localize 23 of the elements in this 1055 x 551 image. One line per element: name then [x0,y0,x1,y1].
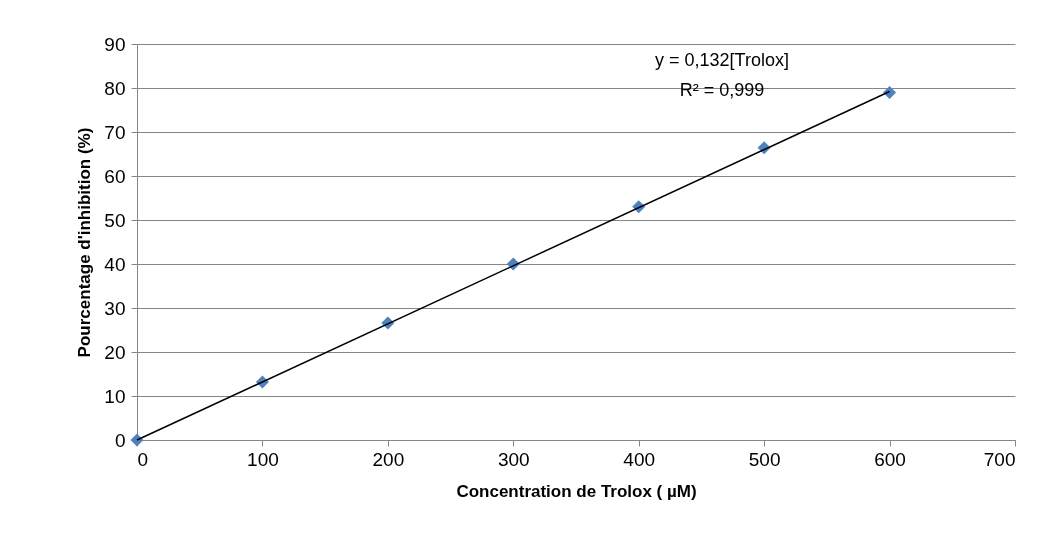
x-tick-label: 700 [983,448,1016,470]
y-tick-label: 60 [104,165,126,187]
x-tick-label: 500 [748,448,781,470]
y-tick-label: 80 [104,77,126,99]
x-tick-label: 100 [247,448,279,470]
y-tick-label: 90 [104,33,126,55]
y-tick-label: 30 [104,297,126,319]
x-tick-label: 0 [137,448,149,470]
annotation: y = 0,132[Trolox] [655,50,789,70]
y-tick-label: 70 [104,121,126,143]
y-tick-label: 50 [104,209,126,231]
x-tick-label: 400 [623,448,656,470]
y-tick-label: 10 [104,385,126,407]
annotation: R² = 0,999 [679,80,765,100]
x-tick-label: 200 [372,448,405,470]
point [130,433,144,447]
y-tick-label: 20 [104,341,126,363]
x-tick-label: 600 [874,448,906,470]
y-tick-label: 0 [114,429,126,451]
y-tick-label: 40 [104,253,126,275]
y-axis-title: Pourcentage d'inhibition (%) [75,127,95,358]
x-axis-title: Concentration de Trolox ( µM) [456,481,697,501]
x-tick-label: 300 [497,448,530,470]
